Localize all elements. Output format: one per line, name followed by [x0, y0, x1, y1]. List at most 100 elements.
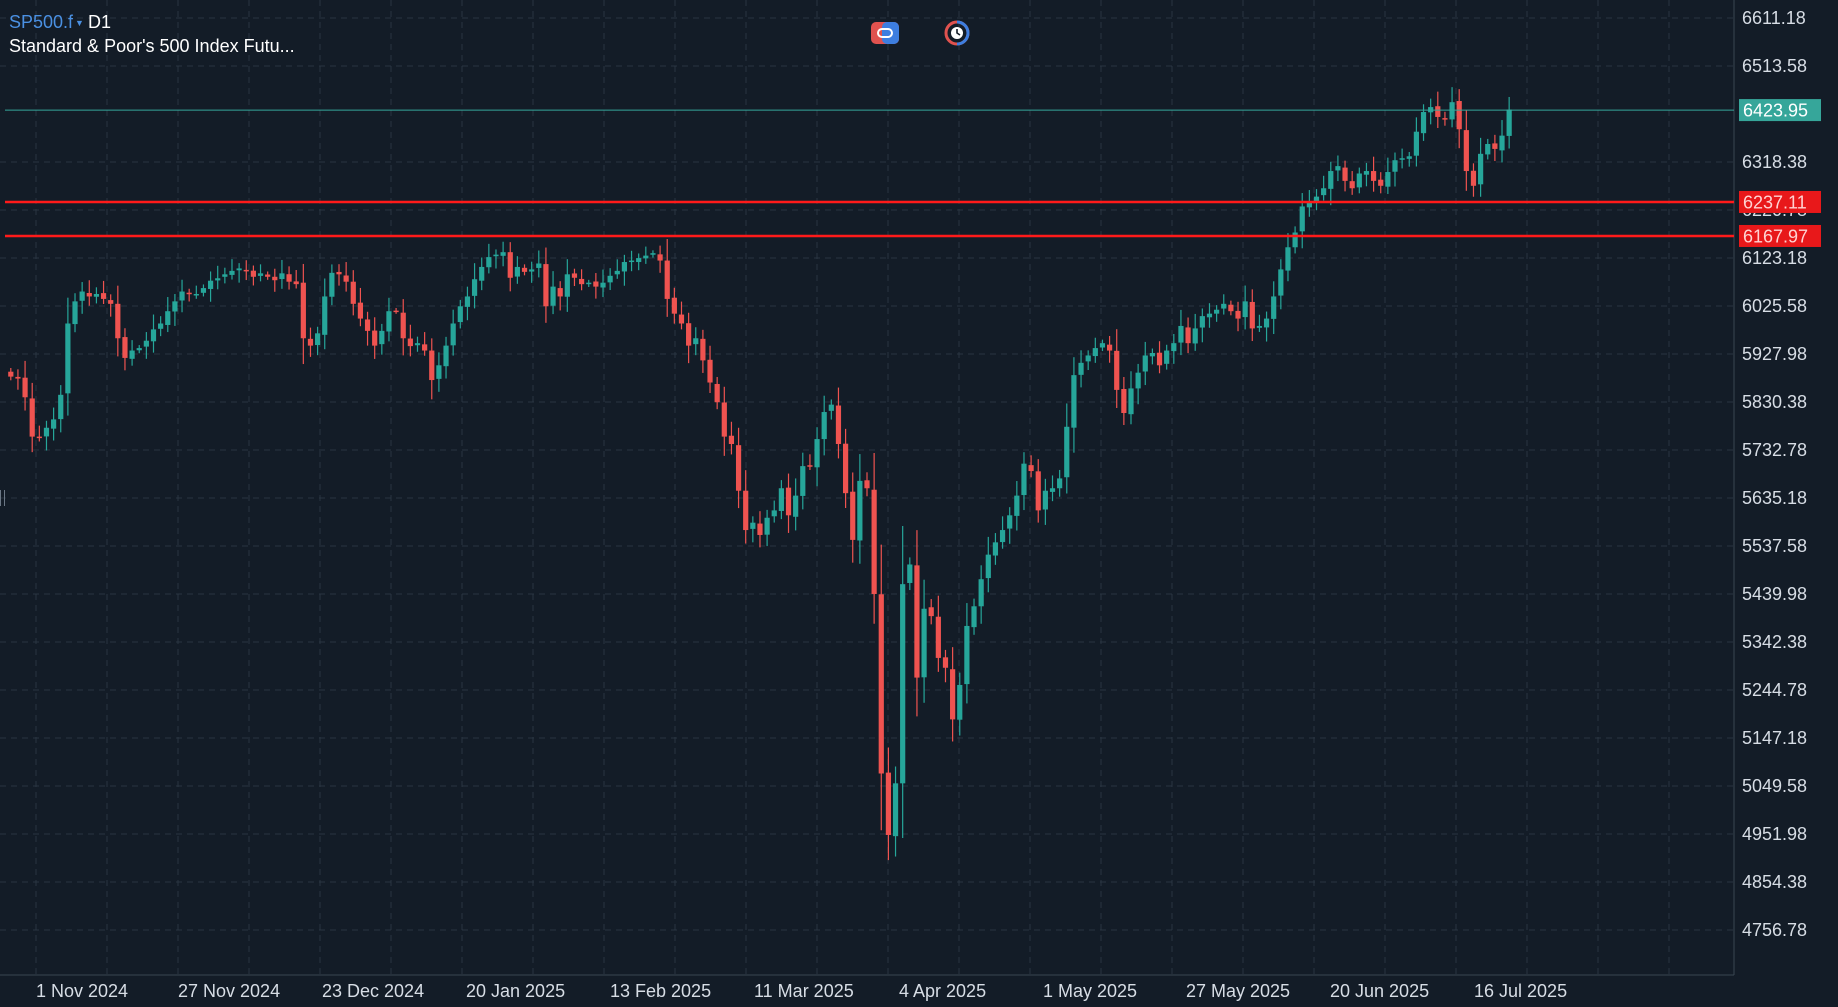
candle-body	[1292, 232, 1298, 248]
candle-body	[628, 260, 635, 263]
candle	[828, 399, 834, 420]
candle	[1306, 190, 1312, 217]
candle-body	[86, 293, 92, 297]
candle-body	[315, 333, 321, 346]
candle-body	[36, 436, 42, 439]
candle-body	[885, 772, 892, 835]
candle	[835, 387, 842, 459]
candle-body	[935, 616, 941, 658]
candle-body	[700, 338, 706, 361]
candle	[1406, 152, 1412, 167]
candle-body	[479, 266, 485, 281]
time-tick-label: 23 Dec 2024	[322, 981, 424, 1001]
symbol-header[interactable]: SP500.f ▼ D1	[9, 12, 111, 33]
candle	[158, 316, 164, 337]
candle	[857, 454, 863, 564]
candle	[1021, 452, 1027, 511]
candle	[1456, 89, 1462, 149]
candle-body	[1135, 372, 1141, 389]
candle	[914, 530, 920, 717]
candle	[1178, 309, 1184, 356]
time-tick-label: 4 Apr 2025	[899, 981, 986, 1001]
candle-body	[329, 272, 335, 297]
horizontal-lines[interactable]	[5, 109, 1734, 238]
candle	[1470, 163, 1477, 197]
candle-body	[1321, 188, 1327, 196]
candle-body	[914, 565, 920, 678]
panel-resize-handle[interactable]	[0, 490, 5, 506]
candle-body	[429, 350, 435, 381]
candle-body	[207, 280, 214, 289]
symbol-name[interactable]: SP500.f	[9, 12, 74, 32]
candle-body	[1199, 316, 1205, 328]
candle	[500, 241, 506, 267]
candle	[1349, 171, 1355, 195]
candle-body	[307, 338, 314, 346]
candle-body	[686, 323, 692, 346]
candle-body	[471, 279, 478, 296]
candle	[571, 268, 578, 287]
candle	[1449, 87, 1455, 128]
candle-body	[864, 480, 870, 489]
candle	[1199, 308, 1205, 343]
candle-body	[1071, 375, 1077, 428]
candle	[1171, 333, 1177, 364]
candle	[650, 250, 656, 258]
current-price-tag: 6423.95	[1739, 99, 1821, 122]
price-tick-label: 5830.38	[1742, 392, 1807, 412]
candle-body	[743, 490, 749, 531]
candle-body	[229, 270, 235, 275]
candle-body	[1328, 171, 1334, 189]
candle-body	[364, 319, 371, 331]
candle	[165, 297, 171, 333]
candle-body	[878, 594, 884, 774]
candle-body	[279, 273, 285, 280]
candle	[900, 525, 906, 838]
symbol-description: Standard & Poor's 500 Index Futu...	[9, 36, 295, 56]
chevron-down-icon[interactable]: ▼	[75, 18, 84, 28]
candle	[1378, 172, 1384, 194]
candle	[1149, 348, 1155, 365]
candle-body	[514, 266, 520, 277]
candle-body	[143, 340, 149, 347]
candle	[493, 249, 499, 269]
candle-body	[215, 278, 221, 281]
candle-body	[850, 491, 856, 540]
candle	[814, 427, 820, 487]
candle-body	[43, 427, 50, 437]
time-axis[interactable]: 1 Nov 2024 27 Nov 2024 23 Dec 2024 20 Jan 2…	[36, 981, 1567, 1001]
candle	[1278, 259, 1284, 310]
candle	[1385, 157, 1391, 194]
candle	[300, 263, 306, 365]
candle	[1363, 162, 1370, 187]
candle	[1221, 294, 1227, 315]
one-click-trading-icon[interactable]	[870, 20, 900, 46]
candle	[1428, 98, 1434, 125]
candle	[743, 470, 749, 544]
current-price-tag-bg	[1739, 99, 1821, 122]
candle-body	[193, 293, 199, 296]
trade-clock-icon[interactable]	[942, 20, 972, 46]
candle	[1235, 301, 1241, 332]
candle	[907, 557, 913, 591]
candle-body	[764, 517, 770, 535]
price-tick-label: 5342.38	[1742, 632, 1807, 652]
candle	[307, 327, 314, 357]
timeframe-label[interactable]: D1	[87, 12, 111, 32]
candle	[322, 278, 328, 350]
candle	[1499, 120, 1505, 163]
price-axis[interactable]: 6611.186513.586318.386220.786123.186025.…	[1742, 8, 1807, 940]
candle-body	[129, 350, 135, 359]
candle-body	[793, 495, 799, 517]
price-tick-label: 6318.38	[1742, 152, 1807, 172]
candle	[1442, 111, 1448, 126]
candle	[150, 314, 157, 353]
candle	[643, 246, 649, 264]
candle-body	[1342, 167, 1348, 181]
candle	[215, 265, 221, 290]
candle-body	[971, 606, 977, 628]
candle-body	[1413, 131, 1419, 156]
candle-body	[621, 262, 628, 272]
